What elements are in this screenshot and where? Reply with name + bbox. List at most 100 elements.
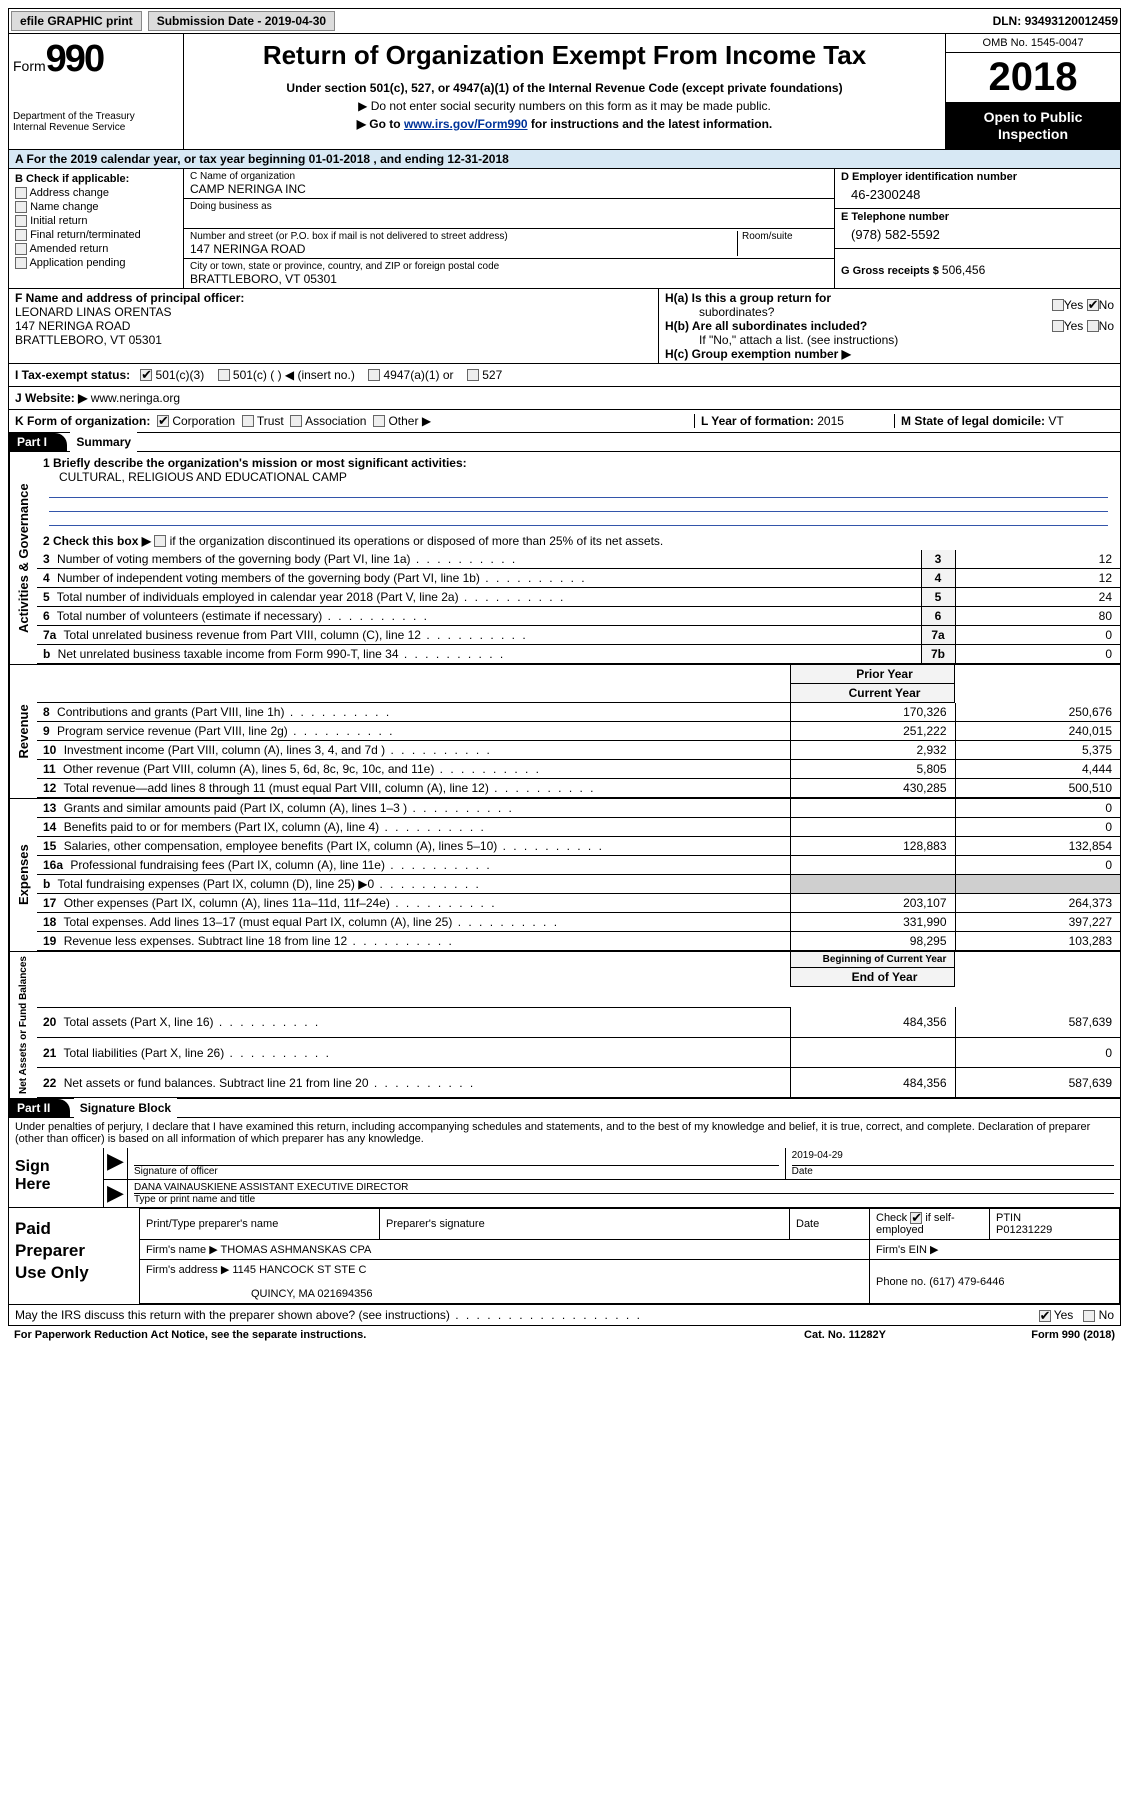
uline1	[49, 484, 1108, 498]
chk-assoc[interactable]	[290, 415, 302, 427]
rowa-begin: 01-01-2018	[309, 152, 370, 166]
gov-table: 3 Number of voting members of the govern…	[37, 550, 1120, 664]
tel-lbl: E Telephone number	[841, 211, 1114, 223]
chk-corp[interactable]	[157, 415, 169, 427]
col-d: D Employer identification number 46-2300…	[835, 169, 1120, 288]
gov-l2a: 2 Check this box ▶	[43, 534, 151, 548]
chk-501c[interactable]	[218, 369, 230, 381]
row-a-taxyear: A For the 2019 calendar year, or tax yea…	[8, 150, 1121, 169]
chk-501c3[interactable]	[140, 369, 152, 381]
table-row: 17 Other expenses (Part IX, column (A), …	[37, 894, 1120, 913]
hb-no-chk[interactable]	[1087, 320, 1099, 332]
revenue-section: Revenue Prior Year Current Year 8 Contri…	[8, 665, 1121, 800]
rev-table: Prior Year Current Year 8 Contributions …	[37, 665, 1120, 799]
hb-yes-chk[interactable]	[1052, 320, 1064, 332]
l-val: 2015	[817, 414, 844, 428]
sig-date: 2019-04-29	[792, 1150, 1114, 1166]
hb-no: No	[1099, 319, 1114, 333]
gov-row: 5 Total number of individuals employed i…	[37, 587, 1120, 606]
ein-lbl: D Employer identification number	[841, 171, 1114, 183]
gov-row: 4 Number of independent voting members o…	[37, 568, 1120, 587]
efile-button[interactable]: efile GRAPHIC print	[11, 11, 142, 31]
discuss-yes-chk[interactable]	[1039, 1310, 1051, 1322]
ha-no: No	[1099, 298, 1114, 312]
chk-initial-return[interactable]: Initial return	[15, 215, 177, 227]
net-h2: End of Year	[790, 968, 955, 987]
chk-4947[interactable]	[368, 369, 380, 381]
gross-box: G Gross receipts $ 506,456	[835, 249, 1120, 279]
sign-here-label: SignHere	[9, 1148, 104, 1207]
net-h1: Beginning of Current Year	[790, 952, 955, 968]
part2-header: Part II Signature Block	[8, 1099, 1121, 1118]
gross-val: 506,456	[942, 263, 985, 277]
firm-phone: (617) 479-6446	[929, 1276, 1004, 1288]
chk-other[interactable]	[373, 415, 385, 427]
hb-yes: Yes	[1064, 319, 1084, 333]
chk-address-change[interactable]: Address change	[15, 187, 177, 199]
chk-trust[interactable]	[242, 415, 254, 427]
i-b: 501(c) ( ) ◀ (insert no.)	[233, 368, 355, 382]
gov-row: b Net unrelated business taxable income …	[37, 644, 1120, 663]
net-table: Beginning of Current Year End of Year 20…	[37, 952, 1120, 1098]
ha-yes-chk[interactable]	[1052, 299, 1064, 311]
l-lbl: L Year of formation:	[701, 414, 817, 428]
form-number: Form990	[13, 38, 179, 81]
sig-intro: Under penalties of perjury, I declare th…	[9, 1118, 1120, 1148]
firm-name-cell: Firm's name ▶ THOMAS ASHMANSKAS CPA	[140, 1240, 870, 1260]
discuss-no-chk[interactable]	[1083, 1310, 1095, 1322]
chk-527[interactable]	[467, 369, 479, 381]
note2-post: for instructions and the latest informat…	[528, 117, 773, 131]
ein-val: 46-2300248	[851, 187, 1114, 202]
row-i: I Tax-exempt status: 501(c)(3) 501(c) ( …	[8, 364, 1121, 387]
ha-no-chk[interactable]	[1087, 299, 1099, 311]
preparer-table: Print/Type preparer's name Preparer's si…	[139, 1208, 1120, 1304]
table-row: 11 Other revenue (Part VIII, column (A),…	[37, 760, 1120, 779]
sig-type-lbl: Type or print name and title	[134, 1194, 255, 1205]
note2-pre: ▶ Go to	[357, 117, 404, 131]
table-row: 16a Professional fundraising fees (Part …	[37, 856, 1120, 875]
part1-header: Part I Summary	[8, 433, 1121, 452]
form-subtitle: Under section 501(c), 527, or 4947(a)(1)…	[184, 81, 945, 95]
form-ref: Form 990 (2018)	[945, 1329, 1115, 1341]
table-row: 14 Benefits paid to or for members (Part…	[37, 818, 1120, 837]
org-name: CAMP NERINGA INC	[190, 182, 828, 196]
prep-h3: Date	[790, 1209, 870, 1240]
hb-note: If "No," attach a list. (see instruction…	[699, 333, 1114, 347]
k-c: Association	[305, 414, 366, 428]
ha-yes: Yes	[1064, 298, 1084, 312]
header-right: OMB No. 1545-0047 2018 Open to Public In…	[945, 34, 1120, 150]
uline3	[49, 512, 1108, 526]
irs-link[interactable]: www.irs.gov/Form990	[404, 117, 528, 131]
firm-name: THOMAS ASHMANSKAS CPA	[221, 1244, 372, 1256]
chk-discontinued[interactable]	[154, 535, 166, 547]
omb-number: OMB No. 1545-0047	[946, 34, 1120, 53]
sig-name: DANA VAINAUSKIENE ASSISTANT EXECUTIVE DI…	[134, 1182, 1114, 1194]
sig-officer-cell: Signature of officer	[128, 1148, 786, 1179]
discuss-yes: Yes	[1054, 1308, 1074, 1322]
street-val: 147 NERINGA ROAD	[190, 242, 733, 256]
chk-name-change[interactable]: Name change	[15, 201, 177, 213]
principal-officer: F Name and address of principal officer:…	[9, 289, 659, 363]
rowa-mid: , and ending	[373, 152, 447, 166]
discuss-row: May the IRS discuss this return with the…	[8, 1305, 1121, 1326]
rev-h2: Current Year	[790, 684, 955, 703]
m-lbl: M State of legal domicile:	[901, 414, 1048, 428]
table-row: 12 Total revenue—add lines 8 through 11 …	[37, 779, 1120, 798]
table-row: 15 Salaries, other compensation, employe…	[37, 837, 1120, 856]
chk-application-pending[interactable]: Application pending	[15, 257, 177, 269]
street-box: Number and street (or P.O. box if mail i…	[184, 229, 834, 259]
sig-date-cell: 2019-04-29 Date	[786, 1148, 1120, 1179]
website: www.neringa.org	[91, 391, 180, 405]
table-row: 10 Investment income (Part VIII, column …	[37, 741, 1120, 760]
chk-amended-return[interactable]: Amended return	[15, 243, 177, 255]
chk-final-return[interactable]: Final return/terminated	[15, 229, 177, 241]
row-j: J Website: ▶ www.neringa.org	[8, 387, 1121, 410]
k-d: Other ▶	[388, 414, 431, 428]
hb-lbl: H(b) Are all subordinates included?	[665, 319, 867, 333]
sig-arrow1: ▶	[104, 1148, 128, 1179]
dln: DLN: 93493120012459	[993, 14, 1118, 28]
h-section: H(a) Is this a group return for subordin…	[659, 289, 1120, 363]
chk-selfemployed[interactable]	[910, 1212, 922, 1224]
firm-ein-cell: Firm's EIN ▶	[870, 1240, 1120, 1260]
footer: For Paperwork Reduction Act Notice, see …	[8, 1326, 1121, 1344]
